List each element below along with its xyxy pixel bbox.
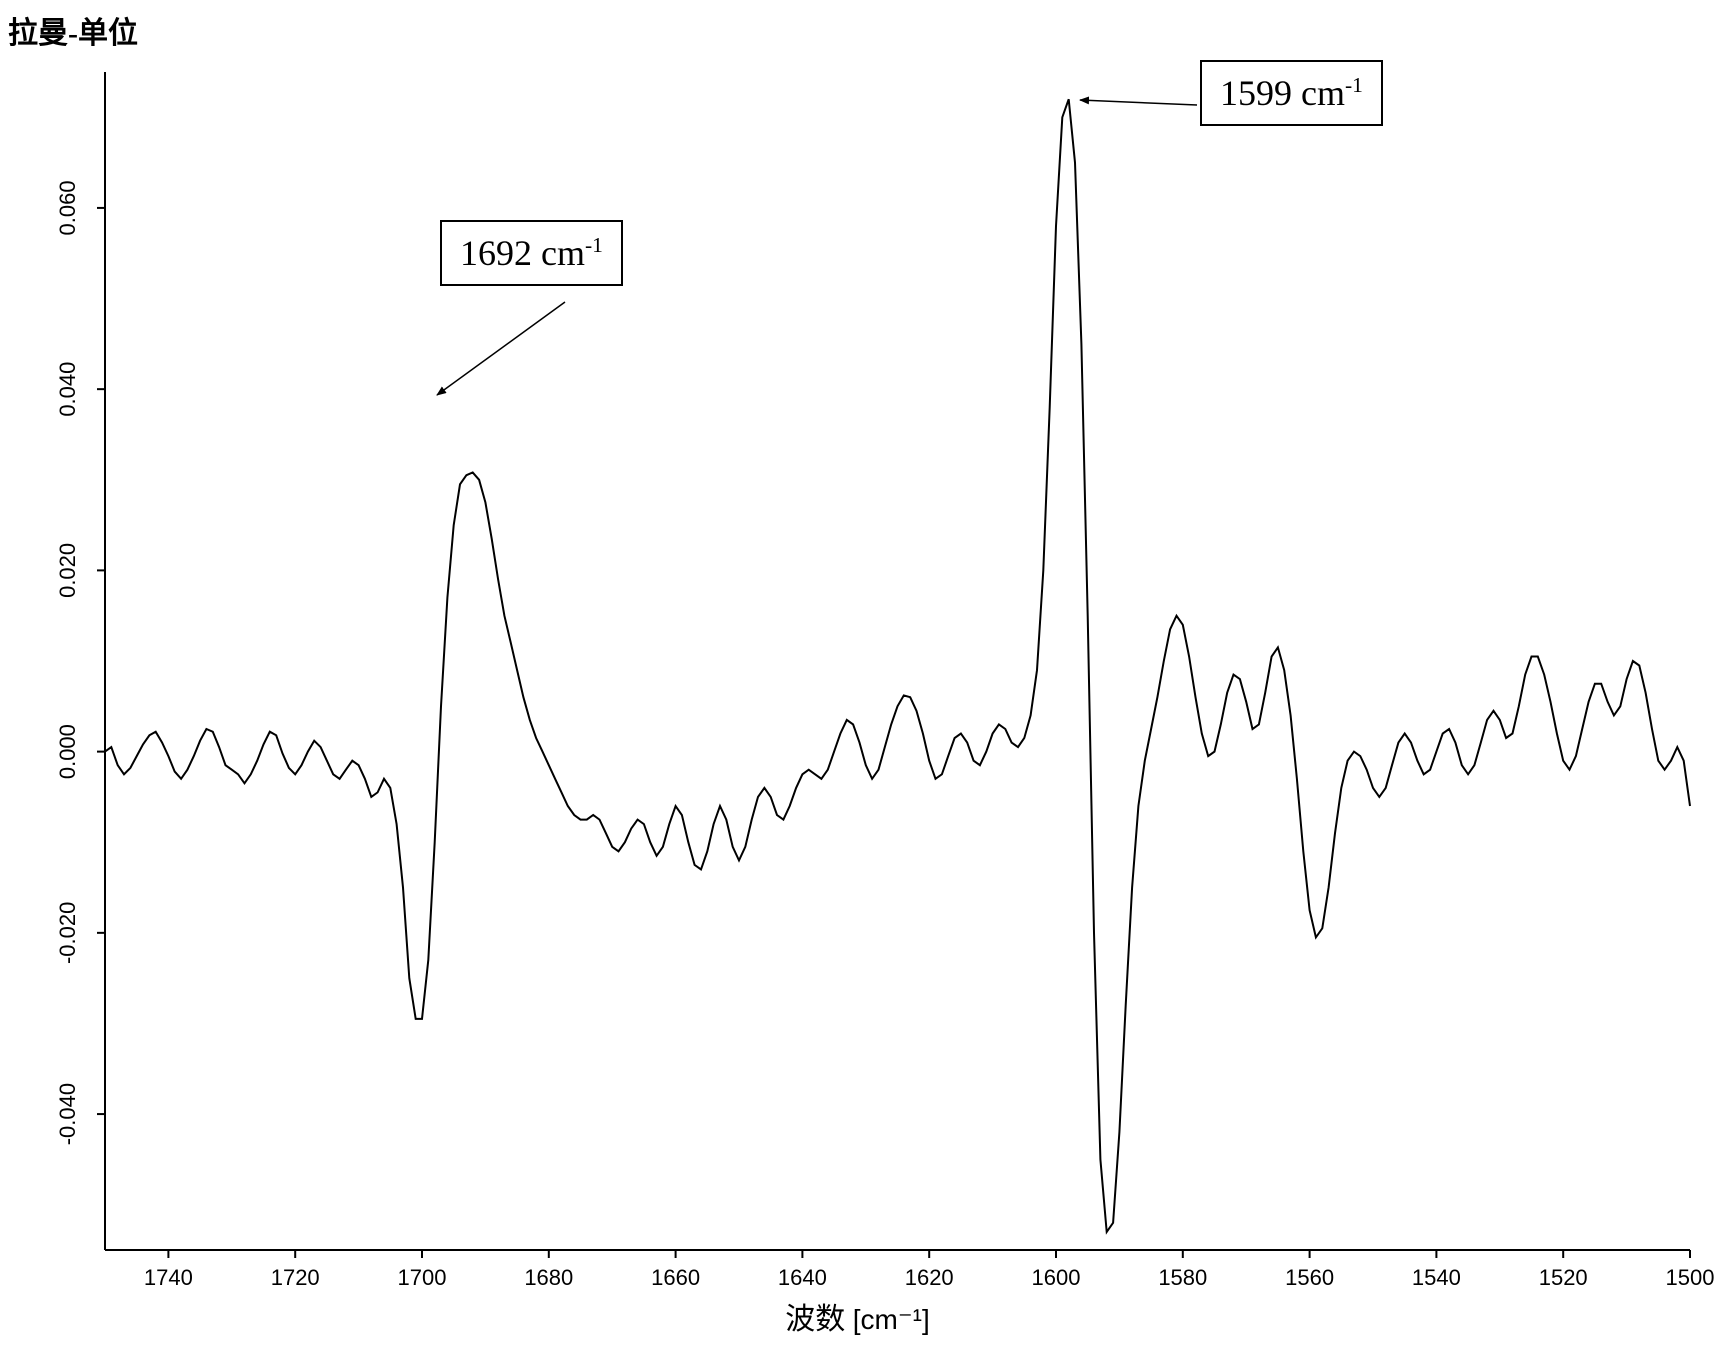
x-tick-label: 1640 <box>778 1265 827 1290</box>
x-tick-label: 1700 <box>398 1265 447 1290</box>
annotation-arrows <box>437 100 1197 395</box>
annotation-arrow <box>437 302 565 395</box>
x-tick-label: 1660 <box>651 1265 700 1290</box>
x-tick-label: 1720 <box>271 1265 320 1290</box>
y-tick-label: -0.020 <box>55 902 80 964</box>
y-axis-ticks: -0.040 -0.020 0.000 0.020 0.040 0.060 <box>55 180 105 1145</box>
y-tick-label: 0.040 <box>55 362 80 417</box>
chart-container: 拉曼-单位 波数 [cm⁻¹] 1692 cm-1 1599 cm-1 -0.0… <box>0 0 1715 1346</box>
x-tick-label: 1540 <box>1412 1265 1461 1290</box>
y-tick-label: 0.060 <box>55 180 80 235</box>
x-tick-label: 1520 <box>1539 1265 1588 1290</box>
y-tick-label: -0.040 <box>55 1083 80 1145</box>
x-tick-label: 1620 <box>905 1265 954 1290</box>
annotation-arrow <box>1080 100 1197 105</box>
y-tick-label: 0.020 <box>55 543 80 598</box>
spectrum-chart: -0.040 -0.020 0.000 0.020 0.040 0.060 1740 172… <box>0 0 1715 1346</box>
x-tick-label: 1500 <box>1666 1265 1715 1290</box>
x-tick-label: 1680 <box>524 1265 573 1290</box>
x-tick-label: 1600 <box>1032 1265 1081 1290</box>
chart-axes <box>105 72 1690 1250</box>
x-tick-label: 1740 <box>144 1265 193 1290</box>
x-axis-ticks: 1740 1720 1700 1680 1660 1640 1620 1600 1580 1560… <box>144 1250 1715 1290</box>
x-tick-label: 1560 <box>1285 1265 1334 1290</box>
spectrum-line <box>105 99 1690 1232</box>
y-tick-label: 0.000 <box>55 724 80 779</box>
x-tick-label: 1580 <box>1158 1265 1207 1290</box>
